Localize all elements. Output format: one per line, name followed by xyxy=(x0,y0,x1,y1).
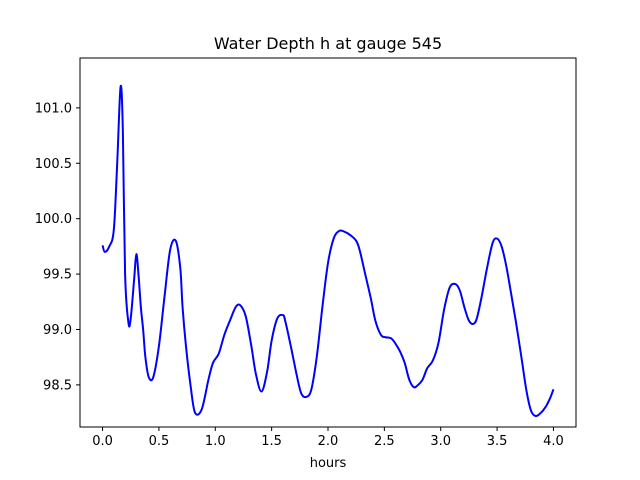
y-tick-label: 99.5 xyxy=(43,268,72,283)
series-line xyxy=(101,84,555,418)
y-tick-label: 99.0 xyxy=(43,323,72,338)
x-tick-label: 2.5 xyxy=(374,434,395,449)
plot-area xyxy=(101,84,555,418)
x-tick-label: 1.5 xyxy=(261,434,282,449)
y-tick-label: 100.5 xyxy=(35,157,72,172)
y-tick-label: 98.5 xyxy=(43,378,72,393)
y-axis: 98.5 99.0 99.5 100.0 100.5 101.0 xyxy=(35,101,80,393)
x-tick-label: 0.0 xyxy=(92,434,113,449)
x-axis-label: hours xyxy=(310,456,347,471)
x-axis: 0.0 0.5 1.0 1.5 2.0 2.5 3.0 3.5 4.0 xyxy=(92,427,564,449)
x-tick-label: 0.5 xyxy=(149,434,170,449)
x-tick-label: 3.5 xyxy=(487,434,508,449)
x-tick-label: 2.0 xyxy=(318,434,339,449)
y-tick-label: 100.0 xyxy=(35,212,72,227)
y-tick-label: 101.0 xyxy=(35,101,72,116)
x-tick-label: 1.0 xyxy=(205,434,226,449)
x-tick-label: 3.0 xyxy=(430,434,451,449)
x-tick-label: 4.0 xyxy=(543,434,564,449)
chart-title: Water Depth h at gauge 545 xyxy=(214,34,442,53)
